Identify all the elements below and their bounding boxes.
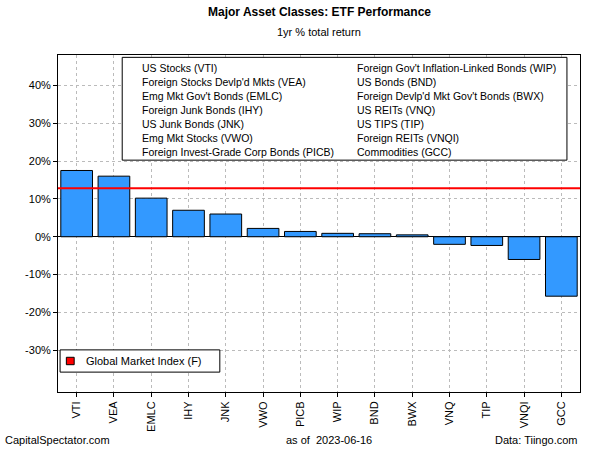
svg-text:Foreign Junk Bonds (IHY): Foreign Junk Bonds (IHY) <box>142 104 263 116</box>
svg-text:-10%: -10% <box>25 268 51 280</box>
svg-text:VNQI: VNQI <box>518 401 530 428</box>
svg-text:Commodities (GCC): Commodities (GCC) <box>357 146 452 158</box>
svg-text:BND: BND <box>369 401 381 424</box>
svg-text:20%: 20% <box>29 155 51 167</box>
svg-text:CapitalSpectator.com: CapitalSpectator.com <box>5 434 110 446</box>
svg-text:US REITs (VNQ): US REITs (VNQ) <box>357 104 435 116</box>
svg-text:Major Asset Classes: ETF Perfo: Major Asset Classes: ETF Performance <box>208 5 431 19</box>
svg-text:Foreign REITs (VNQI): Foreign REITs (VNQI) <box>357 132 459 144</box>
svg-text:VEA: VEA <box>108 401 120 424</box>
svg-text:PICB: PICB <box>294 401 306 427</box>
svg-text:US Stocks (VTI): US Stocks (VTI) <box>142 62 217 74</box>
svg-text:IHY: IHY <box>182 401 194 420</box>
svg-text:Emg Mkt Stocks (VWO): Emg Mkt Stocks (VWO) <box>142 132 253 144</box>
svg-text:US TIPS (TIP): US TIPS (TIP) <box>357 118 424 130</box>
svg-text:30%: 30% <box>29 117 51 129</box>
svg-text:0%: 0% <box>35 231 51 243</box>
svg-text:BWX: BWX <box>406 401 418 427</box>
svg-text:10%: 10% <box>29 193 51 205</box>
svg-text:Foreign Devlp'd Mkt Gov't Bond: Foreign Devlp'd Mkt Gov't Bonds (BWX) <box>357 90 544 102</box>
svg-text:Foreign Invest-Grade Corp Bond: Foreign Invest-Grade Corp Bonds (PICB) <box>142 146 334 158</box>
svg-text:as of 2023-06-16: as of 2023-06-16 <box>286 434 372 446</box>
svg-text:VNQ: VNQ <box>443 401 455 425</box>
svg-text:-30%: -30% <box>25 344 51 356</box>
svg-text:US Bonds (BND): US Bonds (BND) <box>357 76 436 88</box>
svg-text:US Junk Bonds (JNK): US Junk Bonds (JNK) <box>142 118 244 130</box>
svg-text:1yr % total return: 1yr % total return <box>277 26 361 38</box>
svg-text:VTI: VTI <box>70 401 82 418</box>
svg-text:TIP: TIP <box>480 401 492 418</box>
svg-text:GCC: GCC <box>555 401 567 426</box>
svg-text:Data: Tiingo.com: Data: Tiingo.com <box>495 434 578 446</box>
svg-text:WIP: WIP <box>331 401 343 422</box>
svg-text:Foreign Stocks Devlp'd Mkts (V: Foreign Stocks Devlp'd Mkts (VEA) <box>142 76 306 88</box>
svg-text:-20%: -20% <box>25 306 51 318</box>
svg-text:EMLC: EMLC <box>145 401 157 432</box>
svg-text:Global Market Index (F): Global Market Index (F) <box>86 355 202 367</box>
svg-text:Foreign Gov't Inflation-Linked: Foreign Gov't Inflation-Linked Bonds (WI… <box>357 62 556 74</box>
svg-text:JNK: JNK <box>219 401 231 422</box>
svg-text:40%: 40% <box>29 79 51 91</box>
svg-text:VWO: VWO <box>257 401 269 428</box>
svg-text:Emg Mkt Gov't Bonds (EMLC): Emg Mkt Gov't Bonds (EMLC) <box>142 90 282 102</box>
